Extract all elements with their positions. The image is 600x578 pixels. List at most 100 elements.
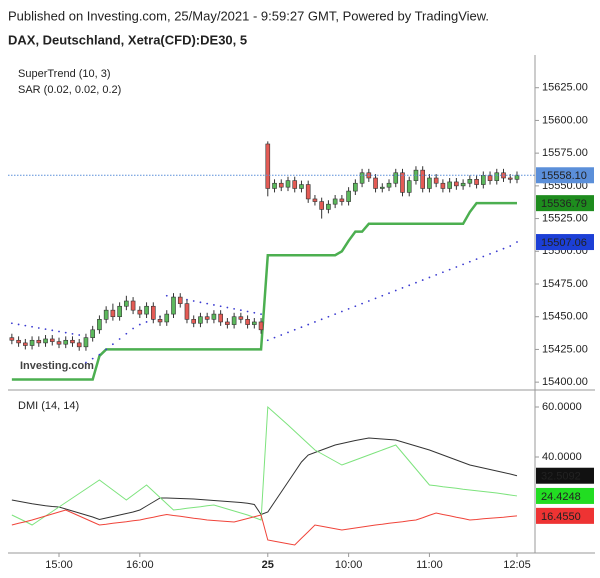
- y-tick-label: 60.0000: [542, 401, 582, 413]
- y-tick-label: 15450.00: [542, 311, 588, 323]
- sar-dot: [233, 307, 236, 310]
- sar-dot: [273, 336, 276, 339]
- sar-dot: [37, 327, 40, 329]
- candle-body: [36, 339, 42, 344]
- sar-dot: [475, 258, 478, 261]
- sar-dot: [85, 361, 87, 364]
- candle-body: [258, 321, 264, 331]
- price-label: 32.5092: [541, 471, 581, 483]
- candle-body: [326, 203, 331, 210]
- sar-dot: [340, 310, 343, 313]
- sar-dot: [10, 322, 13, 325]
- sar-dot: [374, 297, 377, 300]
- candle-body: [144, 305, 149, 315]
- candle-body: [218, 313, 223, 323]
- sar-dot: [64, 331, 67, 334]
- sar-dot: [347, 307, 350, 310]
- candle-body: [481, 175, 486, 185]
- line-series: [11, 509, 518, 546]
- candle-body: [319, 201, 324, 210]
- candle-body: [487, 175, 493, 181]
- candle-body: [245, 319, 250, 325]
- sar-dot: [287, 331, 289, 334]
- watermark: Investing.com: [20, 360, 94, 372]
- sar-dot: [401, 287, 404, 289]
- sar-dot: [388, 292, 390, 295]
- sar-dot: [105, 348, 108, 351]
- candle-body: [299, 184, 304, 189]
- sar-dot: [260, 313, 262, 316]
- candle-body: [204, 316, 210, 320]
- sar-dot: [280, 334, 283, 336]
- sar-dot: [145, 321, 148, 323]
- sar-dot: [300, 326, 303, 329]
- x-tick-label: 25: [262, 559, 274, 571]
- line-series: [11, 201, 517, 381]
- candle-body: [238, 316, 244, 320]
- candle-body: [305, 184, 311, 200]
- candle-body: [90, 329, 95, 338]
- candle-body: [177, 296, 183, 304]
- candle-body: [231, 316, 237, 325]
- panel-title: DMI (14, 14): [18, 400, 79, 412]
- price-label-box: [536, 467, 594, 484]
- legend-entry: SuperTrend (10, 3): [18, 68, 111, 80]
- price-label: 24.4248: [541, 491, 581, 503]
- sar-dot: [219, 305, 222, 308]
- x-tick-label: 10:00: [335, 559, 363, 571]
- candle-body: [43, 338, 48, 344]
- price-label: 15536.79: [541, 198, 587, 210]
- candle-body: [386, 182, 392, 188]
- sar-dot: [509, 245, 512, 247]
- sar-dot: [428, 276, 431, 279]
- price-label-box: [536, 167, 594, 184]
- sar-dot: [435, 273, 438, 276]
- candle-body: [454, 181, 459, 187]
- sar-dot: [320, 318, 323, 321]
- y-tick-label: 15600.00: [542, 114, 588, 126]
- candle-body: [474, 179, 479, 185]
- candle-body: [359, 172, 365, 184]
- candle-body: [460, 182, 466, 187]
- candle-body: [353, 182, 358, 192]
- price-label-box: [536, 487, 594, 504]
- candle-body: [346, 190, 351, 202]
- sar-dot: [489, 253, 491, 255]
- sar-dot: [24, 324, 27, 327]
- sar-dot: [367, 300, 370, 302]
- candle-body: [70, 339, 75, 344]
- y-tick-label: 15575.00: [542, 147, 588, 159]
- candle-body: [272, 182, 277, 189]
- candle-body: [467, 179, 473, 184]
- candle-body: [124, 300, 129, 307]
- sar-dot: [408, 284, 411, 287]
- sar-dot: [415, 281, 417, 284]
- x-tick-label: 11:00: [416, 559, 443, 571]
- sar-dot: [118, 338, 121, 340]
- candle-body: [83, 337, 89, 348]
- sar-dot: [462, 263, 465, 266]
- sar-dot: [31, 325, 33, 328]
- line-series: [11, 405, 518, 526]
- candle-body: [117, 305, 122, 318]
- sar-dot: [455, 266, 458, 268]
- candle-body: [137, 309, 143, 315]
- candle-body: [49, 338, 55, 342]
- sar-dot: [239, 309, 242, 312]
- price-label-box: [536, 195, 594, 212]
- sar-dot: [442, 271, 444, 274]
- sar-dot: [213, 304, 215, 306]
- candle-body: [157, 319, 163, 323]
- sar-dot: [91, 357, 94, 360]
- candle-body: [9, 337, 15, 341]
- candle-body: [494, 172, 500, 181]
- sar-dot: [307, 323, 310, 326]
- sar-dot: [226, 306, 229, 309]
- candle-body: [373, 177, 378, 189]
- candle-body: [507, 177, 513, 180]
- sar-dot: [266, 339, 269, 342]
- candle-body: [103, 309, 109, 320]
- sar-dot: [71, 332, 74, 335]
